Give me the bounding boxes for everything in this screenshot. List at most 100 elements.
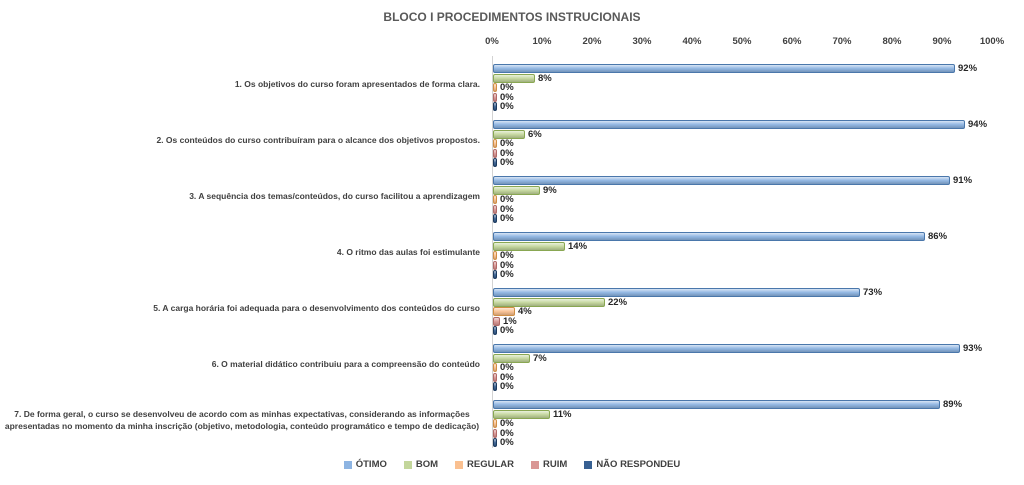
category-label: 2. Os conteúdos do curso contribuíram pa…	[156, 134, 480, 145]
bar-ruim	[493, 316, 500, 326]
category-label: 7. De forma geral, o curso se desenvolve…	[4, 408, 480, 431]
bar-row: 6%	[493, 129, 993, 140]
bar-row: 0%	[493, 195, 993, 205]
bar-row: 0%	[493, 251, 993, 261]
value-label: 92%	[958, 63, 978, 74]
bar-nao-respondeu	[493, 102, 497, 112]
bar-regular	[493, 307, 515, 317]
bar-ruim	[493, 92, 497, 102]
value-label: 0%	[500, 82, 514, 93]
value-label: 91%	[953, 175, 973, 186]
bar-regular	[493, 139, 497, 149]
bar-row: 0%	[493, 83, 993, 93]
category-label: 3. A sequência dos temas/conteúdos, do c…	[189, 190, 480, 201]
value-label: 0%	[500, 213, 514, 224]
bar-regular	[493, 251, 497, 261]
value-label: 0%	[500, 91, 514, 103]
bar-nao-respondeu	[493, 382, 497, 392]
value-label: 9%	[543, 184, 557, 196]
x-axis-tick: 30%	[632, 36, 652, 47]
legend: ÓTIMO BOM REGULAR RUIM NÃO RESPONDEU	[0, 459, 1024, 470]
value-label: 11%	[553, 408, 572, 420]
bar-ruim	[493, 204, 497, 214]
bar-row: 73%	[493, 288, 993, 298]
value-label: 0%	[500, 203, 514, 215]
bar-row: 0%	[493, 102, 993, 112]
category-label: 5. A carga horária foi adequada para o d…	[153, 302, 480, 313]
value-label: 0%	[500, 427, 514, 439]
bar-group: 92% 8% 0% 0% 0%	[493, 56, 993, 112]
bar-row: 11%	[493, 408, 993, 420]
bar-regular	[493, 83, 497, 93]
value-label: 0%	[500, 371, 514, 383]
value-label: 0%	[500, 101, 514, 112]
bar-row: 4%	[493, 307, 993, 317]
value-label: 7%	[533, 352, 547, 364]
bar-bom	[493, 129, 525, 139]
x-axis-tick: 100%	[979, 36, 1005, 47]
x-axis-tick: 80%	[882, 36, 902, 47]
bar-otimo	[493, 400, 940, 410]
bar-row: 86%	[493, 232, 993, 242]
bar-row: 0%	[493, 91, 993, 103]
bar-otimo	[493, 344, 960, 354]
bar-row: 0%	[493, 260, 993, 271]
legend-label: BOM	[415, 459, 439, 470]
legend-item-bom: BOM	[403, 459, 439, 470]
bar-row: 0%	[493, 147, 993, 159]
bar-bom	[493, 241, 565, 251]
value-label: 0%	[500, 362, 514, 373]
bar-bom	[493, 297, 605, 307]
bar-row: 0%	[493, 203, 993, 215]
legend-item-ruim: RUIM	[531, 459, 567, 470]
legend-label: REGULAR	[467, 459, 515, 470]
bar-row: 8%	[493, 72, 993, 84]
bar-otimo	[493, 232, 925, 242]
bar-row: 91%	[493, 176, 993, 186]
value-label: 0%	[500, 157, 514, 168]
bar-row: 1%	[493, 316, 993, 327]
bar-row: 7%	[493, 352, 993, 364]
bar-group: 91% 9% 0% 0% 0%	[493, 168, 993, 224]
legend-swatch	[455, 460, 464, 469]
value-label: 8%	[538, 72, 552, 84]
bar-nao-respondeu	[493, 326, 497, 336]
category-label: 4. O ritmo das aulas foi estimulante	[336, 246, 480, 257]
legend-label: ÓTIMO	[355, 459, 387, 470]
plot-area: 92% 8% 0% 0% 0% 94% 6% 0% 0% 0% 91% 9% 0% 0% 0% 86% 14% 0…	[492, 56, 993, 448]
bar-row: 0%	[493, 158, 993, 168]
bar-row: 0%	[493, 438, 993, 448]
x-axis-tick: 70%	[832, 36, 852, 47]
category-labels: 1. Os objetivos do curso foram apresenta…	[0, 56, 486, 448]
legend-swatch	[403, 460, 412, 469]
value-label: 86%	[928, 231, 948, 242]
bar-otimo	[493, 288, 860, 298]
bar-bom	[493, 73, 535, 83]
bar-otimo	[493, 176, 950, 186]
value-label: 73%	[863, 287, 883, 298]
x-axis: 0% 10% 20% 30% 40% 50% 60% 70% 80% 90% 100%	[485, 36, 1004, 50]
bar-row: 94%	[493, 120, 993, 130]
value-label: 0%	[500, 194, 514, 205]
bar-row: 89%	[493, 400, 993, 410]
bar-row: 0%	[493, 139, 993, 149]
bar-ruim	[493, 428, 497, 438]
bar-row: 93%	[493, 344, 993, 354]
value-label: 0%	[500, 147, 514, 159]
legend-item-otimo: ÓTIMO	[343, 459, 387, 470]
bar-row: 0%	[493, 214, 993, 224]
bar-row: 0%	[493, 382, 993, 392]
bar-row: 22%	[493, 297, 993, 308]
bar-nao-respondeu	[493, 270, 497, 280]
bar-regular	[493, 419, 497, 429]
value-label: 0%	[500, 418, 514, 429]
value-label: 4%	[518, 306, 532, 317]
legend-swatch	[531, 460, 540, 469]
x-axis-tick: 90%	[932, 36, 952, 47]
category-label: 1. Os objetivos do curso foram apresenta…	[234, 78, 480, 89]
bar-bom	[493, 185, 540, 195]
bar-row: 0%	[493, 363, 993, 373]
x-axis-tick: 20%	[582, 36, 602, 47]
legend-label: NÃO RESPONDEU	[596, 459, 681, 470]
